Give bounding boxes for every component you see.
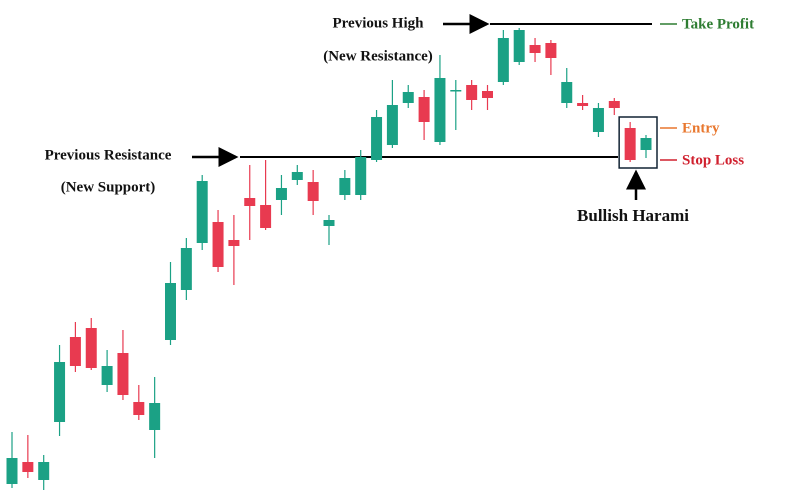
candle-body <box>180 248 192 290</box>
candle-body <box>371 117 383 160</box>
candle-body <box>497 38 509 82</box>
candle-body <box>133 402 145 415</box>
candle-body <box>577 103 589 106</box>
candle-body <box>117 353 129 395</box>
candle-body <box>561 82 573 103</box>
candle-body <box>513 30 525 62</box>
candle-body <box>545 43 557 58</box>
candle-body <box>386 105 398 145</box>
level-label: Previous High <box>333 15 425 31</box>
candle-body <box>640 138 652 150</box>
candle-body <box>482 91 493 98</box>
candle-body <box>260 205 272 228</box>
candle-body <box>22 462 34 472</box>
target-label: Entry <box>682 120 720 136</box>
level-label: Previous Resistance <box>45 147 172 163</box>
candle-body <box>592 108 604 132</box>
candle-body <box>339 178 351 195</box>
level-sublabel: (New Support) <box>61 179 156 195</box>
candle-body <box>608 101 620 108</box>
candle-body <box>624 128 636 160</box>
candle-body <box>54 362 66 422</box>
candle-body <box>69 337 81 366</box>
pattern-label: Bullish Harami <box>577 206 689 225</box>
candle-body <box>307 182 319 201</box>
candle-body <box>402 92 414 103</box>
target-label: Stop Loss <box>682 152 744 168</box>
candle-body <box>291 172 303 180</box>
candle-body <box>466 85 478 100</box>
candle-body <box>101 366 113 385</box>
candle-body <box>244 198 256 206</box>
candle-body <box>355 157 367 195</box>
level-sublabel: (New Resistance) <box>323 48 433 64</box>
candle-body <box>196 181 208 243</box>
candle-body <box>85 328 97 368</box>
candle-body <box>450 90 462 92</box>
candle-body <box>149 403 161 430</box>
candle-body <box>165 283 176 340</box>
candle-body <box>434 78 446 142</box>
candle-body <box>275 188 287 200</box>
candle-body <box>212 222 224 267</box>
candle-body <box>418 97 430 122</box>
candle-body <box>228 240 240 246</box>
candle-body <box>529 45 541 53</box>
pattern-box <box>618 116 658 169</box>
candle-body <box>323 220 335 226</box>
target-label: Take Profit <box>682 16 754 32</box>
candle-body <box>6 458 18 484</box>
candle-body <box>38 462 50 480</box>
